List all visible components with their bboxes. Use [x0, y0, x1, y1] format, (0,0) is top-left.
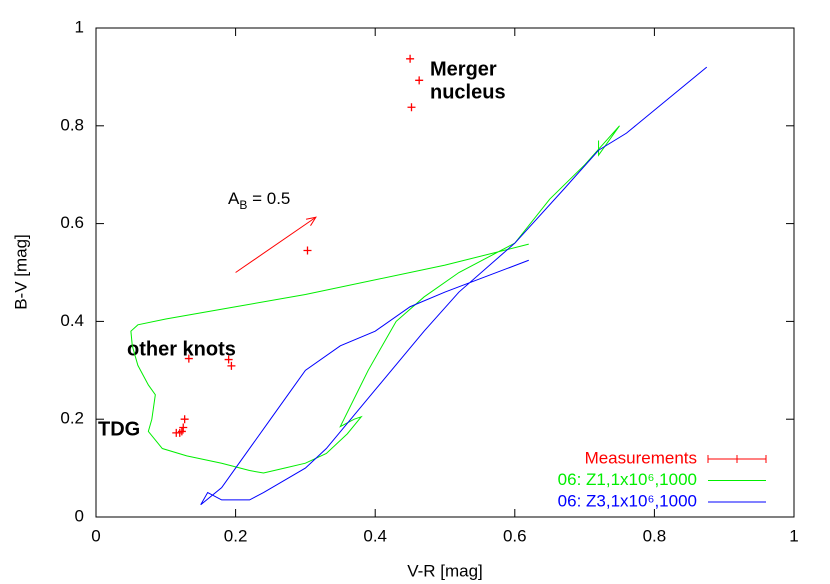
annotation: Merger [430, 58, 497, 80]
y-tick-label: 1 [75, 17, 84, 36]
data-point [179, 423, 188, 432]
x-axis-label: V-R [mag] [407, 561, 483, 580]
y-tick-label: 0.4 [60, 311, 84, 330]
legend-label: Measurements [585, 448, 697, 467]
annotation: other knots [127, 338, 236, 360]
data-point [406, 54, 415, 63]
series-line [130, 125, 620, 474]
arrow-label: AB = 0.5 [228, 189, 290, 212]
y-tick-label: 0.8 [60, 115, 84, 134]
data-point [177, 427, 186, 436]
legend-label: 06: Z1,1x10⁶,1000 [558, 470, 697, 489]
y-tick-label: 0.6 [60, 213, 84, 232]
arrow-label-sub: B [239, 198, 247, 212]
plot-frame [95, 27, 795, 518]
data-point [415, 76, 424, 85]
x-tick-label: 0.2 [224, 526, 248, 545]
arrow-label-rest: = 0.5 [247, 189, 290, 208]
data-point [184, 354, 193, 363]
x-tick-label: 0.4 [363, 526, 387, 545]
y-tick-label: 0 [75, 506, 84, 525]
data-point [407, 103, 416, 112]
data-point [227, 361, 236, 370]
series-line [200, 66, 708, 506]
data-point [180, 415, 189, 424]
x-tick-label: 0 [91, 526, 100, 545]
y-tick-label: 0.2 [60, 409, 84, 428]
data-point [303, 246, 312, 255]
y-axis-label: B-V [mag] [11, 234, 30, 310]
reddening-arrow [235, 216, 317, 273]
data-point [224, 355, 233, 364]
data-point [175, 428, 184, 437]
arrow-head [305, 216, 317, 226]
x-tick-label: 1 [789, 526, 798, 545]
annotation: nucleus [430, 81, 506, 103]
arrow-label-main: A [228, 189, 240, 208]
legend-swatch [707, 455, 767, 463]
legend-label: 06: Z3,1x10⁶,1000 [558, 491, 697, 510]
annotation: TDG [98, 418, 140, 440]
x-tick-label: 0.8 [643, 526, 667, 545]
x-tick-label: 0.6 [503, 526, 527, 545]
